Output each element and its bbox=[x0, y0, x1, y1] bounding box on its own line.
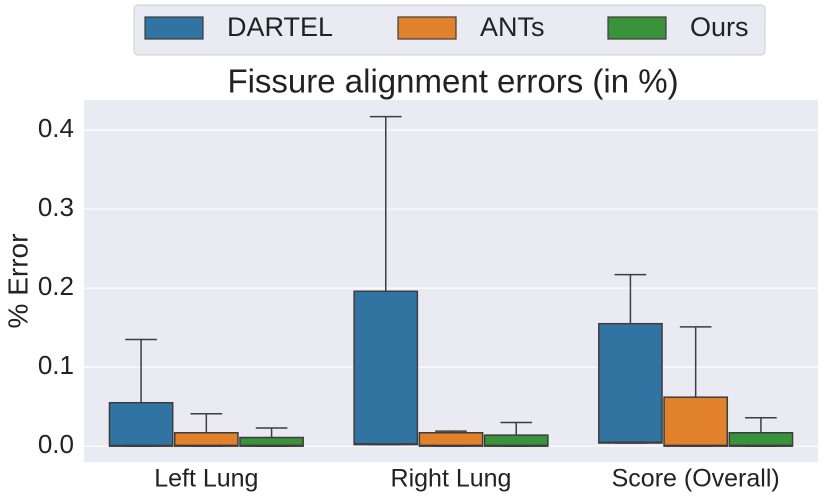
legend-label: DARTEL bbox=[227, 12, 333, 42]
legend-label: Ours bbox=[690, 12, 749, 42]
y-tick-label: 0.0 bbox=[38, 429, 74, 459]
legend: DARTEL ANTs Ours bbox=[133, 4, 766, 56]
legend-swatch bbox=[397, 16, 457, 40]
box bbox=[239, 436, 304, 447]
box bbox=[728, 432, 794, 447]
y-tick-label: 0.1 bbox=[38, 350, 74, 380]
box bbox=[353, 290, 419, 446]
legend-label: ANTs bbox=[480, 12, 545, 42]
box bbox=[108, 401, 174, 447]
chart-title: Fissure alignment errors (in %) bbox=[227, 63, 678, 100]
y-tick-label: 0.2 bbox=[38, 271, 74, 301]
box bbox=[173, 432, 239, 447]
box bbox=[598, 322, 663, 444]
legend-swatch bbox=[144, 16, 204, 40]
x-tick-label: Score (Overall) bbox=[612, 465, 780, 493]
x-tick-label: Left Lung bbox=[154, 465, 258, 493]
x-tick-label: Right Lung bbox=[391, 465, 512, 493]
y-axis-label: % Error bbox=[2, 234, 33, 329]
y-tick-label: 0.4 bbox=[38, 113, 74, 143]
box bbox=[483, 434, 549, 447]
legend-swatch bbox=[607, 16, 667, 40]
box bbox=[418, 432, 484, 447]
marks bbox=[108, 115, 794, 447]
y-tick-label: 0.3 bbox=[38, 192, 74, 222]
box bbox=[663, 396, 729, 447]
